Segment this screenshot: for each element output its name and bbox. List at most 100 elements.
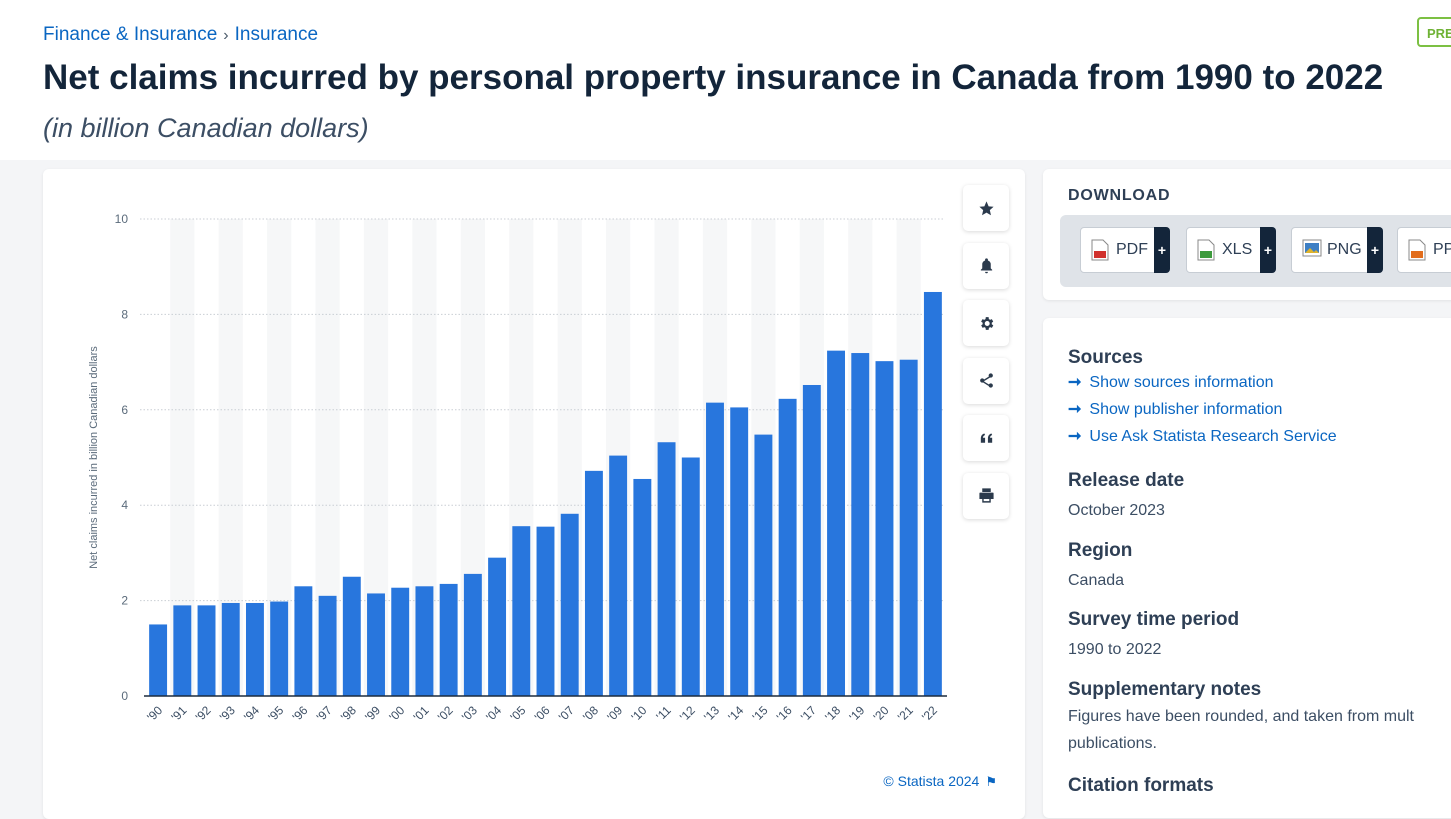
png-label: PNG	[1327, 241, 1362, 258]
print-button[interactable]	[963, 472, 1009, 519]
release-date-value: October 2023	[1068, 502, 1165, 519]
bar	[584, 470, 603, 696]
download-card: DOWNLOAD PDF + XLS + PNG + PP	[1043, 169, 1451, 300]
x-tick-label: '99	[362, 703, 383, 724]
statista-credit-link[interactable]: © Statista 2024 ⚑	[883, 773, 997, 790]
x-tick-label: '93	[217, 703, 238, 724]
ask-statista-link[interactable]: ➞ Use Ask Statista Research Service	[1068, 423, 1451, 450]
bar	[633, 478, 652, 696]
y-axis-label: Net claims incurred in billion Canadian …	[88, 346, 100, 569]
bar	[778, 398, 797, 696]
bar	[875, 361, 894, 696]
bar	[463, 573, 482, 696]
x-tick-label: '91	[168, 703, 189, 724]
share-button[interactable]	[963, 357, 1009, 404]
download-pdf-button[interactable]: PDF +	[1080, 227, 1170, 273]
show-publisher-label: Show publisher information	[1089, 401, 1283, 418]
breadcrumb-parent-link[interactable]: Finance & Insurance	[43, 24, 218, 45]
bar	[512, 526, 531, 696]
x-tick-label: '06	[532, 703, 553, 724]
bar	[488, 557, 507, 696]
ppt-file-icon	[1408, 239, 1426, 261]
x-tick-label: '19	[846, 703, 867, 724]
x-tick-label: '98	[338, 703, 359, 724]
citation-formats-section: Citation formats	[1068, 775, 1451, 797]
notification-button[interactable]	[963, 242, 1009, 289]
bar-chart: 0 2 4 6 8 10 Net claims incurred in billion Ca…	[88, 212, 947, 724]
download-title: DOWNLOAD	[1068, 187, 1171, 204]
bar	[730, 407, 749, 696]
x-tick-label: '17	[798, 703, 819, 724]
bar	[706, 402, 724, 696]
show-publisher-link[interactable]: ➞ Show publisher information	[1068, 396, 1451, 423]
x-tick-label: '16	[774, 703, 795, 724]
chevron-right-icon: ›	[223, 27, 229, 44]
breadcrumb: Finance & Insurance › Insurance	[43, 24, 318, 46]
png-image-icon	[1302, 239, 1322, 261]
show-sources-link[interactable]: ➞ Show sources information	[1068, 369, 1451, 396]
gear-icon	[980, 316, 993, 330]
y-tick-label: 2	[121, 594, 128, 608]
x-tick-label: '03	[459, 703, 480, 724]
x-tick-label: '00	[386, 703, 407, 724]
x-tick-label: '15	[750, 703, 771, 724]
bar	[802, 384, 821, 696]
sources-heading: Sources	[1068, 347, 1143, 368]
favorite-button[interactable]	[963, 185, 1009, 231]
bar	[270, 601, 289, 696]
credit-text: © Statista 2024	[883, 773, 980, 789]
breadcrumb-current-link[interactable]: Insurance	[234, 24, 319, 45]
y-tick-label: 8	[121, 307, 128, 321]
x-tick-label: '14	[725, 703, 746, 724]
sources-section: Sources ➞ Show sources information ➞ Show …	[1068, 347, 1451, 450]
xls-label: XLS	[1222, 241, 1253, 258]
bell-icon	[980, 258, 992, 274]
x-tick-label: '20	[871, 703, 892, 724]
supplementary-notes-section: Supplementary notes Figures have been ro…	[1068, 679, 1451, 757]
x-tick-label: '04	[483, 703, 504, 724]
x-tick-label: '22	[919, 703, 940, 724]
bar	[197, 605, 216, 696]
ask-statista-label: Use Ask Statista Research Service	[1089, 428, 1337, 445]
survey-period-section: Survey time period 1990 to 2022	[1068, 609, 1451, 663]
premium-badge[interactable]: PRE	[1417, 17, 1451, 47]
bar	[318, 595, 337, 696]
bar	[367, 593, 385, 696]
bar	[609, 455, 628, 696]
bar	[439, 583, 458, 696]
x-tick-label: '13	[701, 703, 722, 724]
x-tick-label: '90	[144, 703, 165, 724]
bar	[657, 442, 676, 696]
x-tick-label: '18	[822, 703, 843, 724]
bar	[754, 434, 773, 696]
region-heading: Region	[1068, 540, 1133, 561]
settings-button[interactable]	[963, 300, 1009, 346]
y-tick-label: 6	[121, 403, 128, 417]
x-tick-label: '95	[265, 703, 286, 724]
arrow-right-icon: ➞	[1068, 428, 1082, 445]
bar	[173, 605, 192, 696]
show-sources-label: Show sources information	[1089, 374, 1274, 391]
download-png-button[interactable]: PNG +	[1291, 227, 1383, 273]
download-xls-button[interactable]: XLS +	[1186, 227, 1276, 273]
xls-file-icon	[1197, 239, 1215, 261]
region-value: Canada	[1068, 572, 1125, 589]
x-tick-label: '11	[653, 703, 674, 724]
arrow-right-icon: ➞	[1068, 401, 1082, 418]
info-card: Sources ➞ Show sources information ➞ Show …	[1043, 318, 1451, 818]
download-ppt-button[interactable]: PP	[1397, 227, 1451, 273]
bar	[294, 586, 313, 696]
y-tick-label: 4	[121, 498, 128, 512]
bar	[560, 513, 579, 696]
y-tick-label: 0	[121, 689, 128, 703]
x-tick-label: '01	[411, 703, 432, 724]
page-title: Net claims incurred by personal property…	[43, 58, 1384, 97]
cite-button[interactable]	[963, 415, 1009, 461]
x-tick-label: '10	[629, 703, 650, 724]
x-tick-label: '07	[556, 703, 577, 724]
x-tick-label: '09	[604, 703, 625, 724]
x-tick-label: '97	[314, 703, 335, 724]
x-tick-label: '96	[290, 703, 311, 724]
bar	[851, 353, 870, 696]
citation-formats-heading: Citation formats	[1068, 775, 1214, 796]
